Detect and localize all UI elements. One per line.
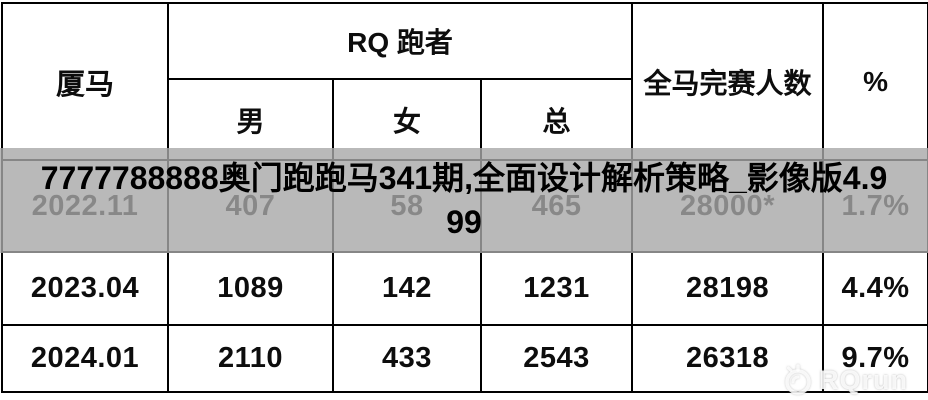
- cell-total: 1231: [479, 251, 634, 326]
- header-rq-runners-group: RQ 跑者: [166, 2, 634, 80]
- table-row-2024-01: 2024.01 2110 433 2543 26318 9.7%: [1, 324, 928, 393]
- banner-text-line1: 7777788888奥门跑跑马341期,全面设计解析策略_影像版4.9: [40, 160, 888, 196]
- header-event: 厦马: [1, 2, 169, 161]
- table-row-2023-04: 2023.04 1089 142 1231 28198 4.4%: [1, 251, 928, 326]
- cell-finishers: 28198: [631, 251, 825, 326]
- cell-date: 2023.04: [1, 251, 169, 326]
- header-percent: %: [822, 2, 928, 161]
- cell-percent: 9.7%: [822, 324, 928, 393]
- header-finishers: 全马完赛人数: [631, 2, 825, 161]
- cell-female: 433: [332, 324, 482, 393]
- cell-male: 2110: [167, 324, 334, 393]
- banner-text-line2: 99: [446, 204, 482, 240]
- cell-finishers: 26318: [631, 324, 825, 393]
- header-row-1: 厦马 RQ 跑者 全马完赛人数 %: [1, 2, 928, 161]
- cell-date: 2024.01: [1, 324, 169, 393]
- cell-total: 2543: [479, 324, 634, 393]
- cell-male: 1089: [167, 251, 334, 326]
- header-female: 女: [332, 78, 482, 161]
- cell-percent: 4.4%: [822, 251, 928, 326]
- overlay-spam-banner: 7777788888奥门跑跑马341期,全面设计解析策略_影像版4.9 99: [0, 148, 928, 253]
- cell-female: 142: [332, 251, 482, 326]
